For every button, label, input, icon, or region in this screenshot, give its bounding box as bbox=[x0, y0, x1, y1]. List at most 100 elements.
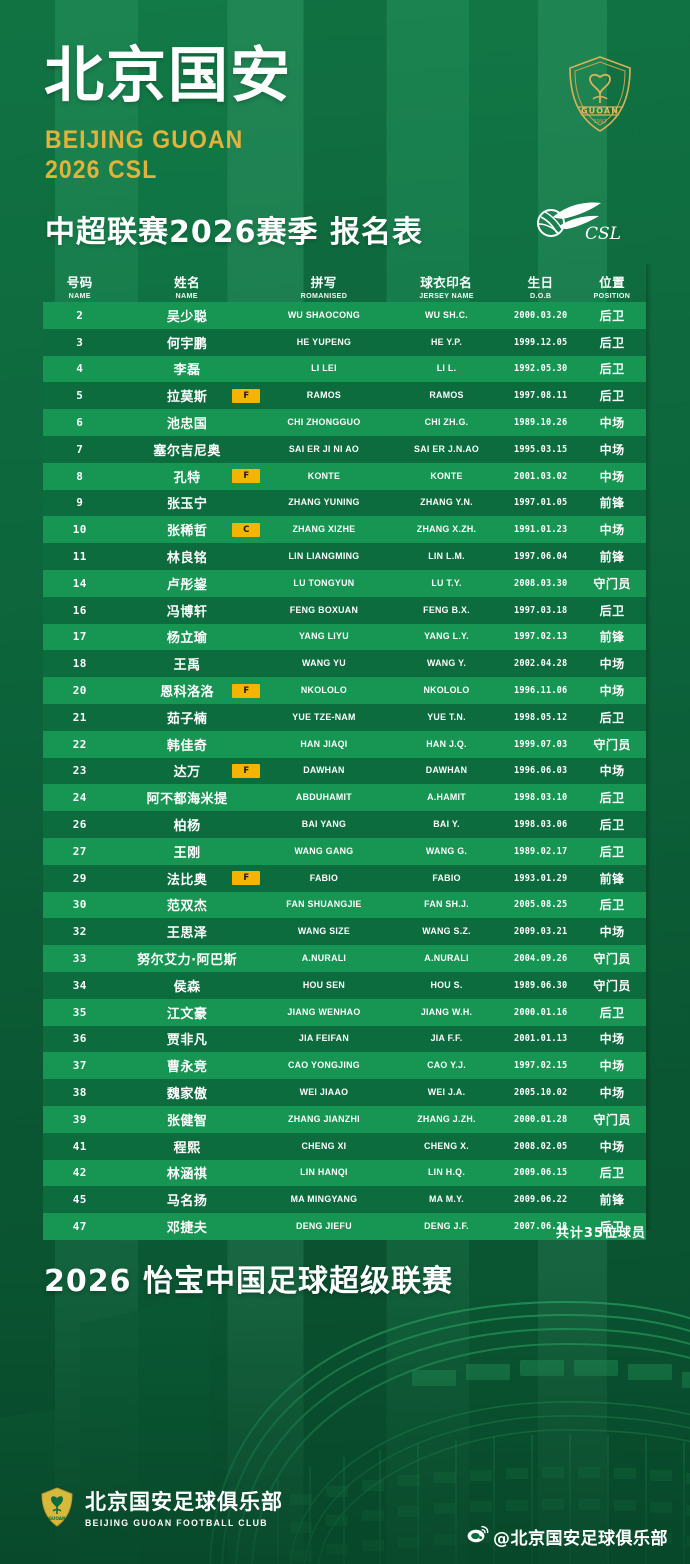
cell-number: 34 bbox=[72, 978, 87, 992]
cell-dob: 1993.01.29 bbox=[513, 872, 568, 884]
cell-player-name: 李磊 bbox=[173, 363, 201, 379]
captain-badge: C bbox=[232, 522, 261, 537]
cell-player-name: 张稀哲 C bbox=[116, 520, 261, 539]
cell-romanised: WANG SIZE bbox=[297, 926, 350, 938]
cell-number: 16 bbox=[72, 603, 87, 617]
cell-position: 后卫 bbox=[599, 389, 625, 404]
cell-romanised: FAN SHUANGJIE bbox=[286, 899, 362, 911]
roster-table: 号码 NAME 姓名 NAME 拼写 ROMANISED 球衣印名 JERSEY… bbox=[43, 264, 646, 1240]
cell-dob: 1995.03.15 bbox=[513, 443, 568, 455]
cell-dob: 1998.05.12 bbox=[513, 711, 568, 723]
cell-romanised: FABIO bbox=[309, 872, 338, 884]
cell-dob: 1997.02.13 bbox=[513, 631, 568, 643]
cell-jersey-name: CHI ZH.G. bbox=[424, 417, 469, 429]
cell-jersey-name: KONTE bbox=[430, 470, 463, 482]
cell-number: 38 bbox=[72, 1086, 87, 1099]
cell-dob: 1997.08.11 bbox=[513, 390, 568, 402]
cell-jersey-name: HE Y.P. bbox=[430, 336, 462, 348]
cell-player-name: 恩科洛洛 F bbox=[116, 681, 261, 700]
cell-player-name: 法比奥 F bbox=[116, 869, 261, 888]
club-title-en-line2: 2026 CSL bbox=[45, 155, 158, 184]
cell-romanised: MA MINGYANG bbox=[290, 1194, 358, 1206]
foreign-player-badge: F bbox=[232, 469, 261, 484]
cell-player-name: 王刚 bbox=[173, 845, 201, 861]
cell-number: 8 bbox=[76, 469, 84, 483]
cell-player-name: 塞尔吉尼奥 bbox=[153, 443, 221, 459]
cell-position: 中场 bbox=[599, 657, 625, 672]
cell-jersey-name: YUE T.N. bbox=[426, 711, 466, 723]
col-name-en: NAME bbox=[175, 291, 199, 300]
cell-romanised: HAN JIAQI bbox=[300, 738, 348, 750]
cell-romanised: HE YUPENG bbox=[296, 336, 351, 348]
cell-position: 前锋 bbox=[599, 1193, 625, 1208]
cell-jersey-name: WANG G. bbox=[425, 845, 467, 857]
cell-dob: 2009.06.15 bbox=[513, 1167, 568, 1179]
foreign-player-badge: F bbox=[232, 763, 261, 778]
cell-dob: 1989.10.26 bbox=[513, 417, 568, 429]
cell-romanised: JIANG WENHAO bbox=[287, 1006, 361, 1018]
cell-dob: 1999.07.03 bbox=[513, 738, 568, 750]
cell-jersey-name: YANG L.Y. bbox=[423, 631, 469, 643]
table-row: 16 冯博轩 FENG BOXUAN FENG B.X. 1997.03.18 后卫 bbox=[43, 596, 646, 624]
cell-number: 32 bbox=[72, 925, 87, 939]
cell-dob: 2009.06.22 bbox=[513, 1194, 568, 1206]
cell-romanised: RAMOS bbox=[306, 390, 341, 402]
cell-romanised: A.NURALI bbox=[301, 953, 346, 965]
cell-number: 7 bbox=[76, 442, 84, 456]
cell-romanised: CAO YONGJING bbox=[287, 1060, 360, 1072]
cell-dob: 2000.01.28 bbox=[513, 1113, 568, 1125]
cell-romanised: WANG GANG bbox=[294, 845, 354, 857]
cell-position: 中场 bbox=[599, 925, 625, 940]
footer-club-logo: GUOAN 北京国安足球俱乐部 BEIJING GUOAN FOOTBALL C… bbox=[40, 1487, 283, 1532]
cell-player-name: 茹子楠 bbox=[166, 711, 208, 727]
cell-player-name: 冯博轩 bbox=[166, 604, 208, 620]
column-header-position: 位置 POSITION bbox=[578, 276, 646, 300]
cell-jersey-name: LU T.Y. bbox=[431, 577, 462, 589]
cell-jersey-name: NKOLOLO bbox=[423, 685, 470, 697]
table-row: 4 李磊 LI LEI LI L. 1992.05.30 后卫 bbox=[43, 355, 646, 383]
cell-romanised: ABDUHAMIT bbox=[295, 792, 352, 804]
cell-dob: 1991.01.23 bbox=[513, 524, 568, 536]
cell-player-name: 吴少聪 bbox=[166, 309, 208, 325]
cell-player-name: 努尔艾力·阿巴斯 bbox=[137, 953, 238, 969]
column-header-dob: 生日 D.O.B bbox=[503, 276, 578, 300]
table-row: 10 张稀哲 C ZHANG XIZHE ZHANG X.ZH. 1991.01.23 中场 bbox=[43, 516, 646, 544]
table-row: 27 王刚 WANG GANG WANG G. 1989.02.17 后卫 bbox=[43, 837, 646, 865]
col-number-cn: 号码 bbox=[66, 275, 93, 291]
table-edge-shadow bbox=[646, 264, 652, 1230]
cell-jersey-name: FENG B.X. bbox=[422, 604, 470, 616]
cell-dob: 2008.03.30 bbox=[513, 577, 568, 589]
cell-jersey-name: MA M.Y. bbox=[428, 1194, 464, 1206]
cell-player-name: 范双杰 bbox=[166, 899, 208, 915]
cell-romanised: KONTE bbox=[307, 470, 340, 482]
table-row: 18 王禹 WANG YU WANG Y. 2002.04.28 中场 bbox=[43, 650, 646, 678]
cell-jersey-name: DAWHAN bbox=[425, 765, 467, 777]
cell-number: 2 bbox=[76, 308, 84, 322]
footer-club-name: 北京国安足球俱乐部 BEIJING GUOAN FOOTBALL CLUB bbox=[85, 1490, 283, 1528]
club-title-en-line1: BEIJING GUOAN bbox=[45, 126, 244, 154]
col-romanised-cn: 拼写 bbox=[310, 275, 337, 291]
cell-romanised: LI LEI bbox=[310, 363, 337, 375]
cell-romanised: LIN HANQI bbox=[299, 1167, 348, 1179]
cell-number: 20 bbox=[72, 684, 87, 698]
cell-dob: 1998.03.10 bbox=[513, 792, 568, 804]
cell-position: 中场 bbox=[599, 684, 625, 699]
cell-dob: 1997.06.04 bbox=[513, 551, 568, 563]
cell-number: 26 bbox=[72, 818, 87, 832]
cell-jersey-name: BAI Y. bbox=[432, 819, 460, 831]
cell-position: 中场 bbox=[599, 469, 625, 484]
foreign-player-badge: F bbox=[232, 388, 261, 403]
table-row: 45 马名扬 MA MINGYANG MA M.Y. 2009.06.22 前锋 bbox=[43, 1186, 646, 1214]
cell-position: 后卫 bbox=[599, 818, 625, 833]
table-row: 8 孔特 F KONTE KONTE 2001.03.02 中场 bbox=[43, 462, 646, 490]
table-row: 20 恩科洛洛 F NKOLOLO NKOLOLO 1996.11.06 中场 bbox=[43, 677, 646, 704]
cell-number: 33 bbox=[72, 952, 87, 966]
cell-jersey-name: JIANG W.H. bbox=[420, 1006, 472, 1018]
cell-position: 后卫 bbox=[599, 1219, 625, 1234]
col-dob-cn: 生日 bbox=[527, 275, 554, 291]
stadium-artwork bbox=[0, 1184, 690, 1564]
footer-club-name-cn: 北京国安足球俱乐部 bbox=[85, 1490, 283, 1515]
cell-dob: 2001.03.02 bbox=[513, 470, 568, 482]
cell-number: 11 bbox=[72, 550, 87, 564]
cell-player-name: 程熙 bbox=[173, 1140, 201, 1156]
